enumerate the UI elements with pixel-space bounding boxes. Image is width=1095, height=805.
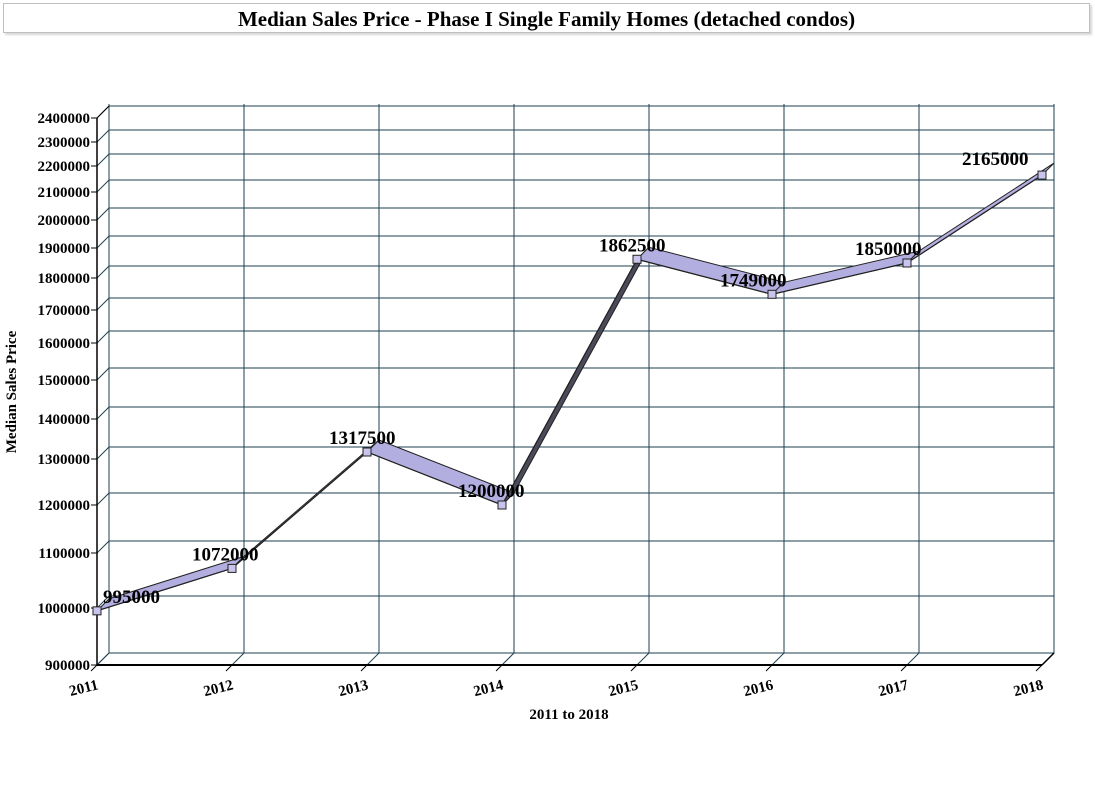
y-tick-label: 1400000	[38, 412, 91, 428]
gridline-floor	[906, 652, 920, 666]
x-tick-label: 2016	[742, 677, 775, 700]
gridline-floor	[96, 652, 110, 666]
x-axis-title: 2011 to 2018	[529, 707, 608, 723]
y-tick-label: 2200000	[38, 159, 91, 175]
y-tick-label: 2300000	[38, 135, 91, 151]
gridline-floor	[636, 652, 650, 666]
series-line	[96, 162, 1055, 612]
x-axis-depth-edge	[1041, 652, 1055, 666]
series-front-line	[96, 174, 1043, 612]
data-point-marker	[767, 289, 777, 299]
x-tick-label: 2014	[472, 677, 505, 700]
x-tick-mark	[90, 664, 98, 672]
x-tick-label: 2018	[1012, 677, 1045, 700]
x-tick-mark	[765, 664, 773, 672]
data-point-marker	[632, 254, 642, 264]
data-point-marker	[497, 500, 507, 510]
x-tick-labels: 2011 2012 2013 2014 2015 2016 2017 2018	[68, 664, 1045, 700]
y-tick-label: 1700000	[38, 303, 91, 319]
grid	[96, 104, 1055, 666]
gridline-depth	[96, 540, 110, 554]
data-point-marker	[362, 447, 372, 457]
y-tick-label: 2000000	[38, 213, 91, 229]
x-tick-mark	[1035, 664, 1043, 672]
y-tick-label: 2400000	[38, 111, 91, 127]
data-point-marker	[902, 258, 912, 268]
y-tick-label: 2100000	[38, 185, 91, 201]
data-label: 1317500	[329, 428, 396, 449]
y-tick-label: 1900000	[38, 241, 91, 257]
y-tick-labels: 900000 1000000 1100000 1200000 1300000 140000…	[38, 111, 97, 674]
x-tick-label: 2011	[68, 677, 100, 700]
x-tick-label: 2012	[202, 677, 235, 700]
x-tick-label: 2017	[877, 677, 910, 700]
gridline-depth	[96, 330, 110, 344]
gridline-depth	[96, 446, 110, 460]
y-tick-label: 1500000	[38, 373, 91, 389]
gridline-depth	[96, 492, 110, 506]
data-label: 1200000	[458, 481, 525, 502]
x-tick-mark	[900, 664, 908, 672]
chart-title: Median Sales Price - Phase I Single Fami…	[3, 3, 1090, 33]
gridline-depth	[96, 297, 110, 311]
gridline-floor	[366, 652, 380, 666]
data-point-marker	[92, 606, 102, 616]
y-axis-depth-edge	[96, 105, 110, 119]
data-point-marker	[1037, 170, 1047, 180]
series-segment	[501, 246, 650, 506]
gridline-depth	[96, 367, 110, 381]
x-tick-mark	[360, 664, 368, 672]
gridline-depth	[96, 406, 110, 420]
data-markers	[92, 170, 1047, 616]
axes	[96, 105, 1055, 666]
gridline-depth	[96, 153, 110, 167]
gridline-floor	[501, 652, 515, 666]
x-tick-label: 2015	[607, 677, 640, 700]
y-tick-label: 1200000	[38, 498, 91, 514]
y-tick-label: 1600000	[38, 336, 91, 352]
y-tick-label: 1100000	[38, 546, 90, 562]
data-point-marker	[227, 563, 237, 573]
data-label: 2165000	[962, 149, 1029, 170]
y-tick-label: 900000	[45, 658, 90, 674]
data-label: 1850000	[855, 239, 922, 260]
y-tick-label: 1000000	[38, 601, 91, 617]
gridline-depth	[96, 595, 110, 609]
gridline-depth	[96, 129, 110, 143]
gridline-floor	[771, 652, 785, 666]
x-tick-mark	[495, 664, 503, 672]
gridline-depth	[96, 207, 110, 221]
y-tick-label: 1300000	[38, 452, 91, 468]
y-tick-label: 1800000	[38, 271, 91, 287]
data-label: 1072000	[192, 544, 259, 565]
x-tick-mark	[630, 664, 638, 672]
gridline-depth	[96, 235, 110, 249]
gridline-floor	[231, 652, 245, 666]
gridline-depth	[96, 265, 110, 279]
data-label: 995000	[103, 587, 160, 608]
data-label: 1749000	[720, 270, 787, 291]
gridline-depth	[96, 179, 110, 193]
y-axis-title: Median Sales Price	[4, 330, 20, 453]
x-tick-mark	[225, 664, 233, 672]
data-label: 1862500	[599, 235, 666, 256]
x-tick-label: 2013	[337, 677, 370, 700]
data-labels: 995000 1072000 1317500 1200000 1862500 174900…	[103, 149, 1029, 608]
